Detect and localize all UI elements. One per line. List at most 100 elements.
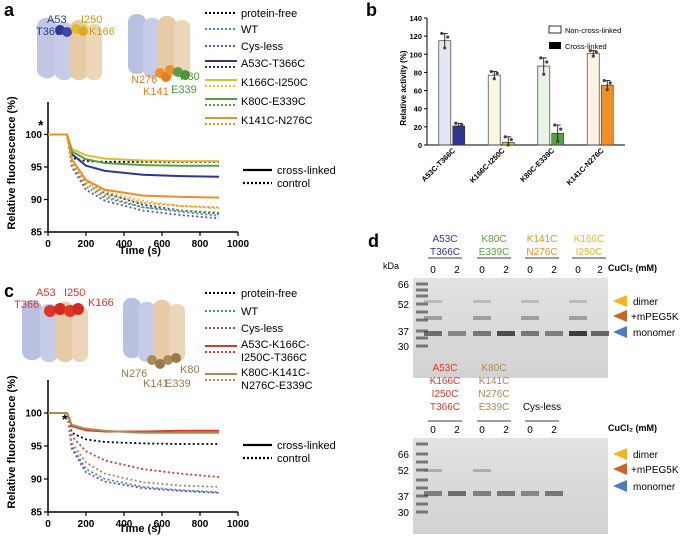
- x-tick-label: 200: [78, 519, 95, 530]
- ladder-band: [416, 344, 428, 348]
- y-tick-label: 90: [31, 475, 43, 486]
- legend-label: A53C-K166C-: [241, 339, 310, 351]
- monomer-band: [424, 491, 442, 496]
- cucl2-label: CuCl₂ (mM): [608, 423, 657, 433]
- ladder-band: [416, 486, 428, 490]
- data-point: [503, 135, 507, 139]
- data-point: [542, 72, 546, 76]
- x-tick-label: K166C-I250C: [468, 146, 507, 185]
- lane-value: 0: [430, 425, 436, 436]
- x-tick-label: 800: [192, 519, 209, 530]
- bottom-gel-arrows: dimer +mPEG5K monomer: [613, 448, 679, 493]
- data-point: [594, 50, 598, 54]
- series-line: [48, 412, 219, 434]
- ladder-band: [416, 329, 428, 333]
- peg-band: [424, 316, 442, 320]
- legend-label: K141C-N276C: [241, 115, 313, 127]
- marker-label: 52: [398, 466, 410, 477]
- res-label: T366: [14, 299, 39, 311]
- y-tick-label: 40: [414, 105, 422, 114]
- res-label: E339: [165, 378, 191, 390]
- monomer-band: [497, 331, 515, 336]
- ladder-band: [416, 468, 428, 472]
- bottom-gel-markers: 66 52 37 30: [398, 450, 410, 519]
- series-line: [48, 412, 219, 433]
- ladder-band: [416, 318, 428, 322]
- group-label: K166C: [574, 234, 605, 245]
- peg-band: [473, 469, 491, 472]
- monomer-band: [497, 491, 515, 496]
- data-point: [489, 69, 493, 74]
- lane-value: 0: [479, 425, 485, 436]
- legend-label: WT: [241, 24, 258, 36]
- peg-band: [569, 316, 587, 320]
- y-axis-label: Relative fluorescence (%): [6, 96, 18, 230]
- group-label: E339C: [479, 402, 510, 413]
- data-point: [506, 143, 510, 147]
- x-axis-label: Time (s): [119, 245, 161, 257]
- peg-band: [424, 469, 442, 472]
- panel-label-d: d: [368, 231, 379, 251]
- data-point: [446, 35, 450, 39]
- dimer-band: [473, 300, 491, 303]
- legend-label: Non-cross-linked: [565, 26, 621, 35]
- x-tick-label: 400: [116, 519, 133, 530]
- style-legend-label: control: [277, 453, 310, 465]
- ladder-band: [416, 478, 428, 482]
- lane-value: 0: [575, 265, 581, 276]
- ladder-band: [416, 494, 428, 498]
- band-label: +mPEG5K: [631, 312, 679, 323]
- x-tick-label: 400: [116, 239, 133, 250]
- panel-label-c: c: [4, 281, 15, 301]
- group-label: K166C: [430, 376, 461, 387]
- data-point: [591, 54, 595, 58]
- legend-c: protein-free WT Cys-less A53C-K166C- I25…: [205, 288, 313, 392]
- y-tick-label: 95: [31, 442, 43, 453]
- lane-value: 0: [527, 265, 533, 276]
- marker-label: 30: [398, 342, 410, 353]
- res-label: I250: [81, 14, 102, 26]
- y-tick-label: 60: [414, 87, 422, 96]
- panel-c: A53 I250 T366 K166 N276 K141 E339 K80 pr…: [6, 287, 336, 535]
- series-line: [48, 412, 220, 488]
- y-tick-label: 20: [414, 123, 422, 132]
- monomer-band: [448, 331, 466, 336]
- data-point: [559, 127, 563, 131]
- data-point: [545, 60, 549, 64]
- y-tick-label: 80: [414, 68, 422, 77]
- cucl2-label: CuCl₂ (mM): [608, 263, 657, 273]
- monomer-band: [448, 491, 466, 496]
- chart-c: 0 200 400 600 800 1000 85 90 95 100: [25, 380, 250, 530]
- series-line: [48, 412, 220, 478]
- top-gel-markers: 66 52 37 30: [398, 280, 410, 353]
- legend-label: K80C-K141C-: [241, 367, 310, 379]
- y-tick-label: 120: [409, 32, 422, 41]
- x-tick-label: A53C-T366C: [420, 146, 458, 184]
- x-tick-label: 1000: [227, 519, 250, 530]
- x-tick-label: 800: [192, 239, 209, 250]
- y-tick-label: 0: [418, 141, 422, 150]
- y-axis-label: Relative activity (%): [399, 50, 408, 125]
- peg-arrow-icon: [613, 310, 627, 322]
- group-label: K141C: [527, 234, 558, 245]
- ladder-band: [416, 288, 428, 292]
- res-label: K166: [88, 297, 114, 309]
- series-line: [48, 133, 220, 209]
- data-point: [553, 123, 557, 127]
- x-tick-label: 600: [154, 519, 171, 530]
- marker-label: 66: [398, 280, 410, 291]
- band-label: dimer: [633, 297, 659, 308]
- top-gel-bands: [416, 282, 609, 348]
- y-axis-label: Relative fluorescence (%): [6, 375, 18, 509]
- group-label: Cys-less: [523, 402, 561, 413]
- dimer-band: [569, 300, 587, 303]
- bottom-gel-bands: [416, 442, 563, 514]
- monomer-band: [473, 331, 491, 336]
- x-tick-label: 1000: [227, 239, 250, 250]
- bottom-lane-values: 0 2 0 2 0 2: [430, 425, 557, 436]
- monomer-band: [521, 331, 539, 336]
- monomer-arrow-icon: [613, 326, 627, 338]
- monomer-band: [569, 331, 587, 336]
- chart-a: 0 200 400 600 800 1000 85 90 95 100: [25, 102, 250, 250]
- x-tick-label: 0: [45, 239, 51, 250]
